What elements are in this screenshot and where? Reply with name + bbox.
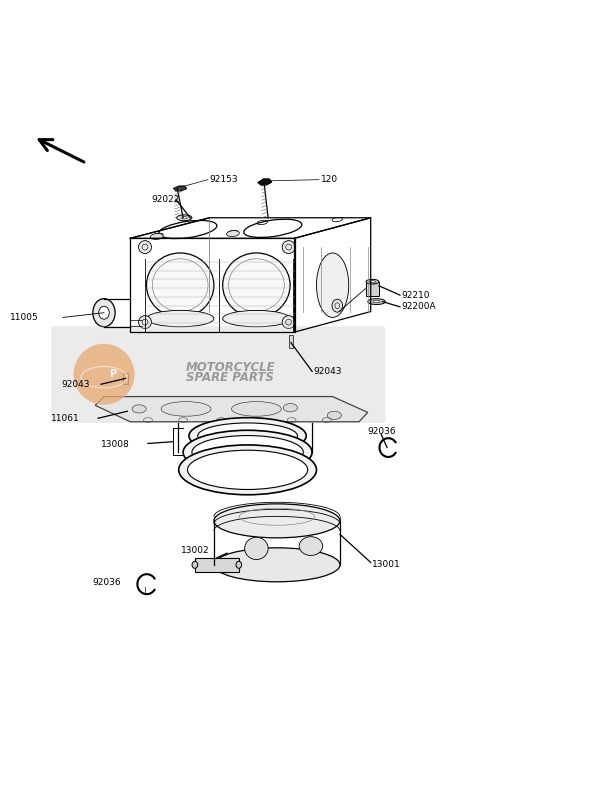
Ellipse shape [187,450,307,490]
Ellipse shape [214,548,340,582]
Ellipse shape [147,310,214,327]
Bar [289,335,293,348]
Ellipse shape [192,561,198,568]
Ellipse shape [231,402,282,416]
Bar [366,282,379,296]
Ellipse shape [366,280,379,284]
Ellipse shape [236,561,241,568]
Ellipse shape [327,411,342,419]
Text: 13002: 13002 [181,547,209,555]
Ellipse shape [183,431,312,475]
Ellipse shape [198,423,297,449]
Text: 92043: 92043 [61,380,90,389]
Ellipse shape [282,316,295,328]
Text: 92022: 92022 [151,195,179,204]
Ellipse shape [283,403,297,411]
Polygon shape [95,396,368,422]
Ellipse shape [299,537,323,555]
Ellipse shape [181,217,187,219]
Ellipse shape [223,310,290,327]
Ellipse shape [316,253,349,317]
Ellipse shape [177,215,192,221]
Ellipse shape [178,445,316,495]
Bar [195,558,239,572]
Text: 92036: 92036 [367,427,396,436]
Polygon shape [258,179,272,185]
Ellipse shape [214,504,340,538]
Ellipse shape [282,240,295,253]
Text: P: P [108,369,116,380]
Text: 92036: 92036 [92,578,121,587]
Ellipse shape [332,300,343,312]
Text: 11061: 11061 [51,414,80,423]
Text: 92200A: 92200A [401,302,436,312]
Ellipse shape [138,316,151,328]
Ellipse shape [234,403,249,411]
Ellipse shape [227,231,239,237]
Ellipse shape [369,280,375,283]
Text: 11005: 11005 [10,313,39,322]
Ellipse shape [192,435,303,469]
Text: SPARE PARTS: SPARE PARTS [186,371,274,384]
Ellipse shape [373,300,380,303]
Ellipse shape [132,405,146,413]
Ellipse shape [368,299,385,304]
Text: 13001: 13001 [372,560,401,570]
Text: 92210: 92210 [401,291,430,300]
Circle shape [74,344,134,405]
Ellipse shape [223,253,290,317]
Ellipse shape [189,418,306,454]
Text: 13008: 13008 [101,439,130,448]
Text: 92153: 92153 [210,175,238,184]
Ellipse shape [138,240,151,253]
FancyBboxPatch shape [51,326,385,423]
Ellipse shape [181,403,195,411]
Text: MOTORCYCLE: MOTORCYCLE [186,361,276,374]
Ellipse shape [150,233,163,240]
Bar [123,373,128,384]
Ellipse shape [99,306,109,319]
Text: 92043: 92043 [314,368,342,376]
Text: 120: 120 [321,175,338,184]
Ellipse shape [93,299,115,327]
Polygon shape [174,186,187,191]
Ellipse shape [161,402,211,416]
Ellipse shape [244,537,268,559]
Ellipse shape [147,253,214,317]
